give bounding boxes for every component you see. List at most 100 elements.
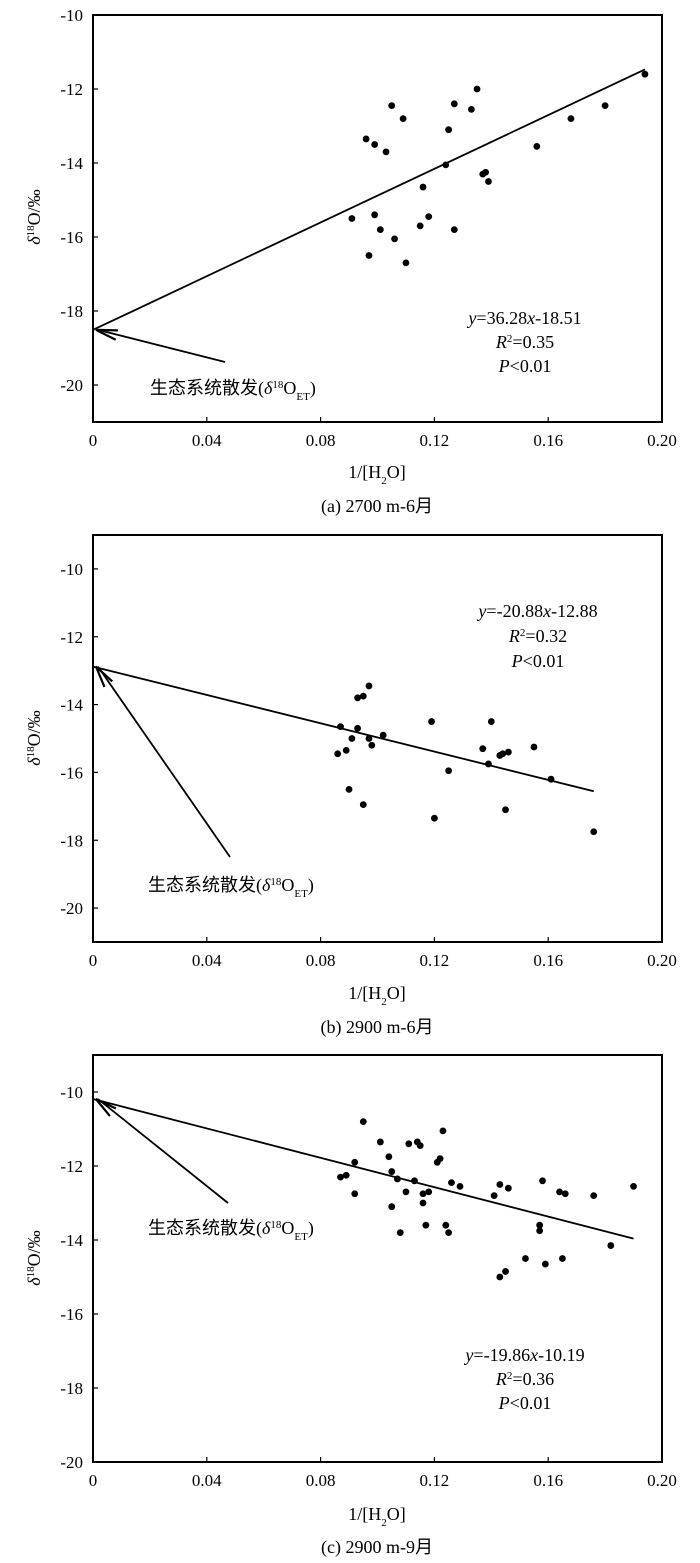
panel-caption: (c) 2900 m-9月	[321, 1537, 433, 1558]
intercept-arrow	[97, 666, 231, 858]
data-point	[496, 1273, 504, 1281]
equation-line3: P<0.01	[498, 356, 552, 376]
regression-line	[92, 68, 646, 331]
data-point	[607, 1242, 615, 1249]
data-point	[590, 828, 598, 836]
data-point	[351, 1190, 359, 1198]
equation-line1: y=36.28x-18.51	[466, 308, 581, 328]
equation-line3: P<0.01	[511, 651, 565, 671]
x-tick-label: 0.04	[192, 951, 222, 970]
x-tick-label: 0.16	[533, 1471, 563, 1490]
y-axis-label: δ18O/‰	[24, 710, 44, 765]
y-tick-label: -16	[60, 1305, 83, 1324]
data-point	[362, 135, 370, 143]
data-point	[445, 126, 453, 134]
panel-b: 0 0.04 0.08 0.12 0.16 0.20-10-12-14-16-18-20 …	[24, 534, 677, 1038]
arrow-head-icon	[94, 665, 114, 688]
data-point	[394, 1175, 401, 1183]
data-point	[334, 750, 342, 758]
data-point	[504, 748, 512, 756]
equation-line2: R2=0.35	[495, 332, 554, 352]
data-point	[590, 1192, 598, 1199]
x-tick-label: 0	[89, 951, 98, 970]
data-point	[402, 259, 410, 267]
regression-line	[92, 1098, 634, 1240]
data-point	[419, 183, 427, 191]
data-point	[359, 801, 367, 809]
x-tick-label: 0.12	[420, 1471, 450, 1490]
data-point	[502, 1268, 509, 1275]
data-point	[450, 100, 458, 108]
y-tick-label: -12	[60, 628, 83, 647]
data-point	[425, 213, 433, 221]
data-point	[536, 1227, 544, 1235]
data-point	[337, 723, 344, 731]
data-point	[385, 1153, 393, 1161]
data-point	[419, 1190, 427, 1198]
y-tick-label: -14	[60, 154, 83, 173]
data-point	[365, 682, 373, 690]
equation-line2: R2=0.32	[508, 626, 567, 646]
y-tick-label: -18	[60, 831, 83, 850]
data-point	[351, 1158, 359, 1166]
data-point	[391, 235, 398, 243]
data-point	[359, 1118, 367, 1125]
data-point	[601, 102, 609, 110]
data-point	[379, 731, 387, 739]
x-tick-label: 0.16	[533, 431, 563, 450]
arrow-head-icon	[95, 1098, 117, 1117]
x-tick-label: 0.04	[192, 431, 222, 450]
x-tick-label: 0.08	[306, 1471, 336, 1490]
data-point	[496, 1181, 504, 1188]
data-point	[354, 694, 361, 702]
y-axis-label: δ18O/‰	[24, 1230, 44, 1285]
x-axis-label: 1/[H2O]	[348, 462, 406, 487]
data-point	[567, 115, 575, 122]
data-point	[388, 1203, 396, 1211]
data-point	[436, 1155, 444, 1162]
x-tick-label: 0.08	[306, 431, 336, 450]
data-point	[533, 142, 541, 150]
data-point	[345, 785, 353, 793]
data-point	[530, 743, 538, 751]
data-point	[405, 1140, 413, 1148]
data-point	[399, 115, 407, 122]
data-point	[365, 735, 373, 742]
data-point	[641, 70, 649, 78]
intercept-arrow	[97, 328, 226, 363]
data-point	[342, 746, 350, 754]
x-axis-label: 1/[H2O]	[348, 983, 406, 1008]
data-point	[556, 1188, 563, 1196]
data-point	[473, 85, 481, 93]
data-point	[482, 168, 490, 176]
y-tick-label: -20	[60, 899, 83, 918]
data-point	[487, 718, 495, 725]
data-point	[376, 226, 384, 234]
data-point	[396, 1229, 404, 1236]
plot-frame	[92, 14, 663, 423]
y-tick-label: -14	[60, 696, 83, 715]
data-point	[467, 105, 475, 113]
y-tick-label: -10	[60, 1083, 83, 1102]
arrow-label: 生态系统散发(δ18OET)	[148, 875, 314, 900]
data-point	[499, 750, 507, 758]
equation-line1: y=-19.86x-10.19	[463, 1345, 584, 1365]
arrow-label: 生态系统散发(δ18OET)	[150, 378, 316, 403]
y-tick-label: -16	[60, 763, 83, 782]
data-point	[431, 814, 438, 822]
x-tick-label: 0.16	[533, 951, 563, 970]
y-tick-label: -14	[60, 1231, 83, 1250]
data-point	[342, 1171, 350, 1179]
x-tick-label: 0.12	[420, 951, 450, 970]
data-point	[416, 1142, 424, 1150]
data-point	[502, 806, 509, 814]
x-tick-label: 0.20	[647, 951, 677, 970]
data-point	[522, 1255, 529, 1262]
x-tick-label: 0.08	[306, 951, 336, 970]
x-tick-label: 0	[89, 1471, 98, 1490]
equation-line2: R2=0.36	[495, 1369, 554, 1389]
x-tick-label: 0	[89, 431, 98, 450]
data-point	[445, 767, 453, 775]
data-point	[450, 226, 458, 234]
data-point	[359, 692, 367, 700]
